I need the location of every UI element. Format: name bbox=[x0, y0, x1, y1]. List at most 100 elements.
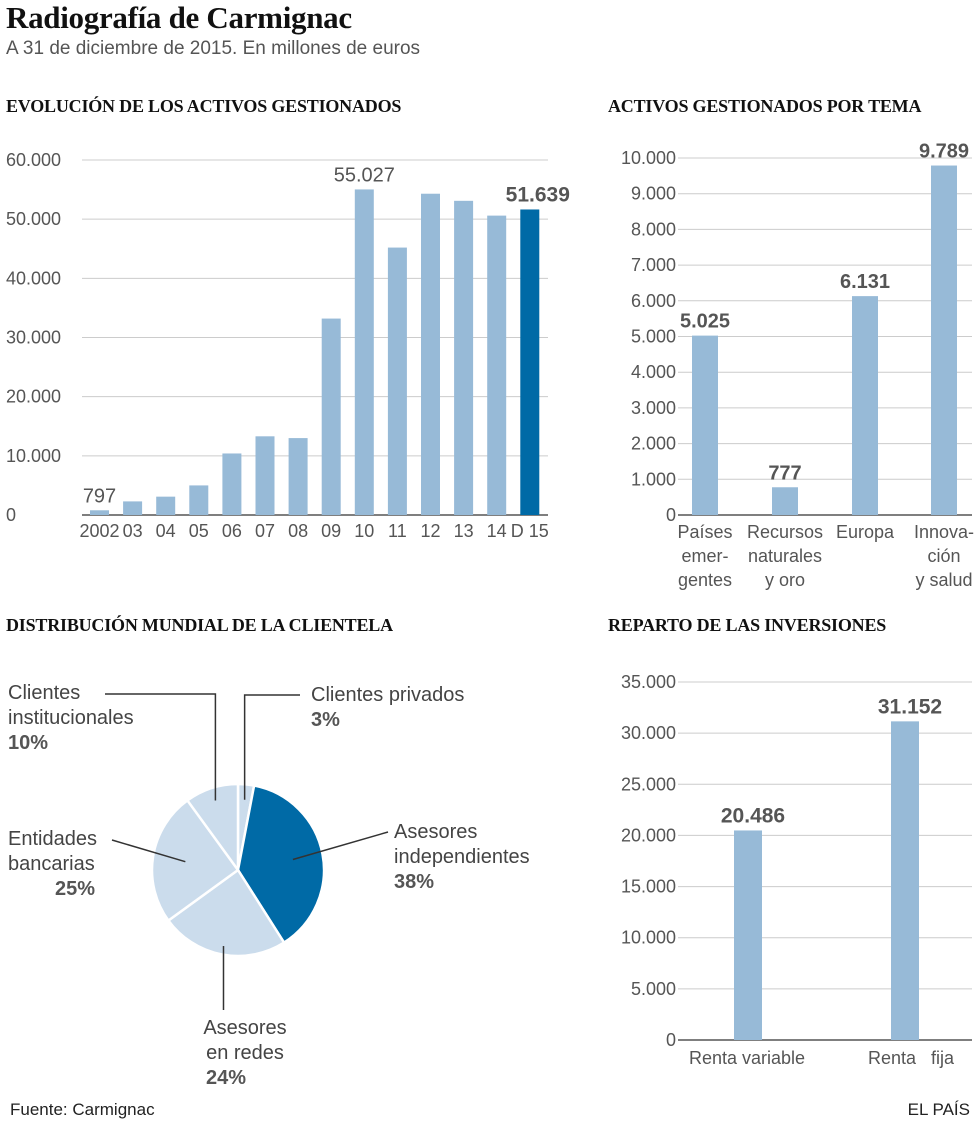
xtick-label-theme: emer- bbox=[681, 546, 728, 566]
bar-investments bbox=[891, 721, 919, 1040]
bar-evolution bbox=[454, 200, 474, 515]
xtick-label-theme: y oro bbox=[765, 570, 805, 590]
ytick-label-theme: 10.000 bbox=[621, 148, 676, 168]
xtick-label-evolution: 07 bbox=[255, 521, 275, 541]
leader-line bbox=[111, 839, 186, 863]
xtick-label-evolution: 13 bbox=[454, 521, 474, 541]
section-title-investments: REPARTO DE LAS INVERSIONES bbox=[608, 615, 887, 635]
page-subtitle: A 31 de diciembre de 2015. En millones d… bbox=[6, 38, 421, 59]
ytick-label-investments: 10.000 bbox=[621, 928, 676, 948]
leader-line bbox=[243, 694, 300, 800]
xtick-label-evolution: 09 bbox=[321, 521, 341, 541]
pie-label: Clientes bbox=[8, 682, 80, 704]
pie-percent: 3% bbox=[311, 709, 340, 731]
bar-evolution bbox=[189, 485, 209, 515]
bar-evolution bbox=[487, 215, 507, 515]
bar-theme bbox=[692, 335, 718, 515]
data-label-evolution: 55.027 bbox=[334, 164, 395, 186]
bar-evolution bbox=[354, 189, 374, 515]
xtick-label-theme: Países bbox=[677, 522, 732, 542]
bar-evolution bbox=[520, 209, 540, 516]
ytick-label-evolution: 50.000 bbox=[6, 209, 61, 229]
ytick-label-investments: 0 bbox=[666, 1030, 676, 1050]
xtick-label-evolution: 06 bbox=[222, 521, 242, 541]
xtick-label-theme: Europa bbox=[836, 522, 895, 542]
pie-percent: 38% bbox=[394, 871, 434, 893]
ytick-label-investments: 5.000 bbox=[631, 979, 676, 999]
leader-line bbox=[105, 693, 217, 801]
ytick-label-investments: 35.000 bbox=[621, 672, 676, 692]
bar-evolution bbox=[123, 501, 143, 515]
pie-percent: 25% bbox=[55, 878, 95, 900]
bar-evolution bbox=[421, 193, 440, 515]
bar-evolution bbox=[387, 247, 407, 516]
pie-label: Asesores bbox=[394, 821, 477, 843]
bar-evolution bbox=[222, 453, 242, 515]
xtick-label-theme: gentes bbox=[678, 570, 732, 590]
pie-label: Entidades bbox=[8, 828, 97, 850]
ytick-label-theme: 4.000 bbox=[631, 362, 676, 382]
ytick-label-theme: 1.000 bbox=[631, 469, 676, 489]
page-title: Radiografía de Carmignac bbox=[6, 0, 352, 35]
xtick-label-evolution: 14 bbox=[487, 521, 507, 541]
footer-brand: EL PAÍS bbox=[907, 1100, 970, 1119]
pie-slice bbox=[185, 782, 240, 874]
xtick-label-evolution: 05 bbox=[189, 521, 209, 541]
leader-line bbox=[292, 831, 389, 861]
pie-label: Asesores bbox=[203, 1017, 286, 1039]
data-label-theme: 5.025 bbox=[680, 311, 730, 333]
ytick-label-theme: 7.000 bbox=[631, 255, 676, 275]
footer-source: Fuente: Carmignac bbox=[10, 1100, 155, 1119]
bar-evolution bbox=[90, 510, 109, 515]
pie-slice bbox=[150, 798, 240, 923]
pie-label: institucionales bbox=[8, 707, 134, 729]
bar-evolution bbox=[321, 318, 341, 515]
xtick-label-evolution: 10 bbox=[354, 521, 374, 541]
pie-percent: 24% bbox=[206, 1067, 246, 1089]
data-label-evolution: 51.639 bbox=[506, 183, 570, 206]
xtick-label-theme: ción bbox=[927, 546, 960, 566]
xtick-label-evolution: 12 bbox=[420, 521, 440, 541]
xtick-label-investments: Renta fija bbox=[868, 1048, 955, 1068]
pie-label: independientes bbox=[394, 846, 530, 868]
xtick-label-theme: Innova- bbox=[914, 522, 974, 542]
ytick-label-evolution: 40.000 bbox=[6, 268, 61, 288]
ytick-label-investments: 25.000 bbox=[621, 774, 676, 794]
ytick-label-evolution: 20.000 bbox=[6, 387, 61, 407]
xtick-label-evolution: 08 bbox=[288, 521, 308, 541]
ytick-label-evolution: 60.000 bbox=[6, 150, 61, 170]
ytick-label-investments: 15.000 bbox=[621, 877, 676, 897]
xtick-label-theme: Recursos bbox=[747, 522, 823, 542]
ytick-label-theme: 0 bbox=[666, 505, 676, 525]
ytick-label-theme: 6.000 bbox=[631, 291, 676, 311]
bar-evolution bbox=[156, 496, 176, 515]
data-label-theme: 6.131 bbox=[840, 271, 890, 293]
section-title-distribution: DISTRIBUCIÓN MUNDIAL DE LA CLIENTELA bbox=[6, 615, 393, 635]
ytick-label-investments: 20.000 bbox=[621, 825, 676, 845]
data-label-theme: 777 bbox=[768, 462, 801, 484]
ytick-label-theme: 5.000 bbox=[631, 327, 676, 347]
data-label-investments: 20.486 bbox=[721, 804, 785, 827]
ytick-label-evolution: 0 bbox=[6, 505, 16, 525]
xtick-label-evolution: 03 bbox=[123, 521, 143, 541]
bar-investments bbox=[734, 830, 762, 1040]
bar-theme bbox=[772, 487, 798, 515]
pie-label: Clientes privados bbox=[311, 684, 464, 706]
pie-label: en redes bbox=[206, 1042, 284, 1064]
section-title-evolution: EVOLUCIÓN DE LOS ACTIVOS GESTIONADOS bbox=[6, 96, 402, 116]
pie-slice bbox=[166, 868, 286, 958]
pie-label: bancarias bbox=[8, 853, 95, 875]
data-label-investments: 31.152 bbox=[878, 695, 942, 718]
xtick-label-evolution: 11 bbox=[388, 521, 407, 541]
bar-theme bbox=[931, 165, 957, 515]
ytick-label-investments: 30.000 bbox=[621, 723, 676, 743]
ytick-label-evolution: 30.000 bbox=[6, 328, 61, 348]
ytick-label-theme: 2.000 bbox=[631, 434, 676, 454]
section-title-theme: ACTIVOS GESTIONADOS POR TEMA bbox=[608, 96, 922, 116]
bar-theme bbox=[852, 296, 878, 515]
xtick-label-theme: y salud bbox=[915, 570, 972, 590]
xtick-label-theme: naturales bbox=[748, 546, 822, 566]
ytick-label-evolution: 10.000 bbox=[6, 446, 61, 466]
bar-evolution bbox=[288, 438, 308, 515]
